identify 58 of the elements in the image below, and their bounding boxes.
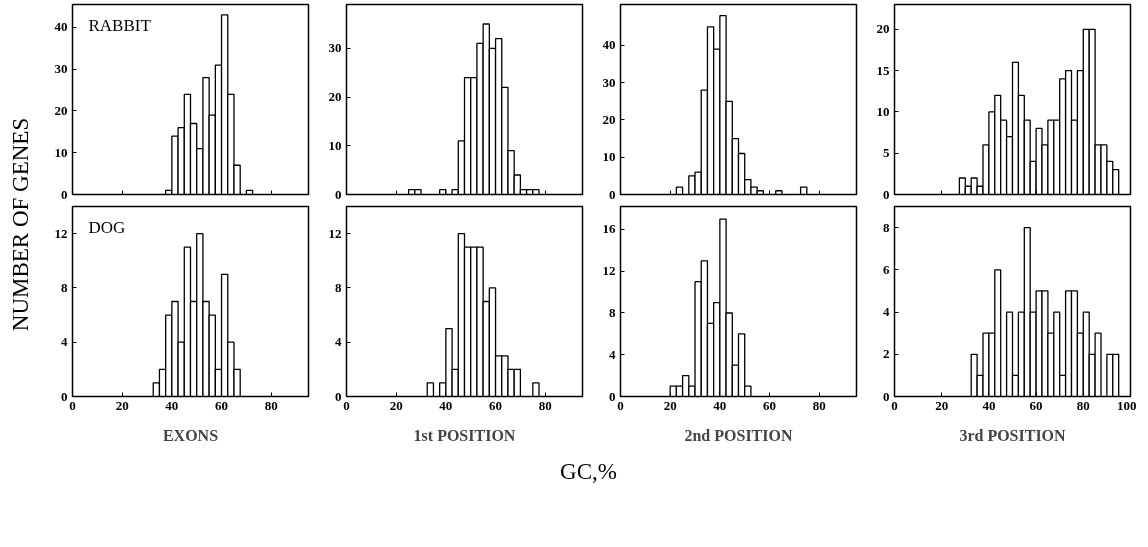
y-tick-label: 8 <box>335 279 342 295</box>
annotation: DOG <box>88 217 126 237</box>
y-tick-label: 12 <box>54 225 68 241</box>
y-tick-label: 30 <box>54 61 68 77</box>
y-tick-label: 20 <box>328 89 342 105</box>
y-tick-label: 8 <box>61 279 68 295</box>
y-tick-label: 0 <box>883 186 890 202</box>
y-tick-label: 12 <box>602 263 616 279</box>
x-tick-label: 40 <box>439 397 453 413</box>
y-tick-label: 2 <box>883 346 890 362</box>
x-tick-label: 20 <box>935 397 949 413</box>
x-axis-title: 1st POSITION <box>413 426 516 444</box>
y-tick-label: 12 <box>328 225 342 241</box>
text: GC,% <box>560 459 617 484</box>
y-tick-label: 10 <box>54 144 68 160</box>
x-axis-title: 2nd POSITION <box>684 426 793 444</box>
x-tick-label: 20 <box>663 397 677 413</box>
y-tick-label: 30 <box>602 74 616 90</box>
y-tick-label: 4 <box>335 334 342 350</box>
y-tick-label: 30 <box>328 40 342 56</box>
y-tick-label: 16 <box>602 221 616 237</box>
x-tick-label: 20 <box>389 397 403 413</box>
x-tick-label: 80 <box>538 397 552 413</box>
x-tick-label: 40 <box>713 397 727 413</box>
y-tick-label: 8 <box>883 219 890 235</box>
y-tick-label: 15 <box>876 62 890 78</box>
y-tick-label: 4 <box>61 334 68 350</box>
x-tick-label: 60 <box>763 397 777 413</box>
y-tick-label: 0 <box>609 186 616 202</box>
annotation: RABBIT <box>88 15 152 35</box>
x-tick-label: 60 <box>1029 397 1043 413</box>
y-tick-label: 6 <box>883 261 890 277</box>
y-tick-label: 4 <box>609 346 616 362</box>
y-axis-title: NUMBER OF GENES <box>8 117 33 332</box>
y-tick-label: 0 <box>335 186 342 202</box>
y-tick-label: 10 <box>328 137 342 153</box>
y-tick-label: 20 <box>876 21 890 37</box>
x-tick-label: 60 <box>489 397 503 413</box>
y-tick-label: 8 <box>609 304 616 320</box>
y-tick-label: 5 <box>883 145 890 161</box>
x-tick-label: 80 <box>812 397 826 413</box>
x-tick-label: 20 <box>115 397 129 413</box>
x-tick-label: 40 <box>165 397 179 413</box>
x-tick-label: 40 <box>982 397 996 413</box>
x-axis-title: EXONS <box>162 426 219 444</box>
y-tick-label: 40 <box>602 37 616 53</box>
x-tick-label: 60 <box>215 397 229 413</box>
y-tick-label: 4 <box>883 304 890 320</box>
y-tick-label: 20 <box>54 102 68 118</box>
x-axis-title: 3rd POSITION <box>959 426 1067 444</box>
x-tick-label: 100 <box>1117 397 1137 413</box>
x-tick-label: 80 <box>1076 397 1090 413</box>
y-tick-label: 10 <box>876 103 890 119</box>
y-tick-label: 0 <box>61 186 68 202</box>
y-tick-label: 10 <box>602 149 616 165</box>
y-tick-label: 40 <box>54 19 68 35</box>
x-tick-label: 80 <box>264 397 278 413</box>
y-tick-label: 20 <box>602 111 616 127</box>
